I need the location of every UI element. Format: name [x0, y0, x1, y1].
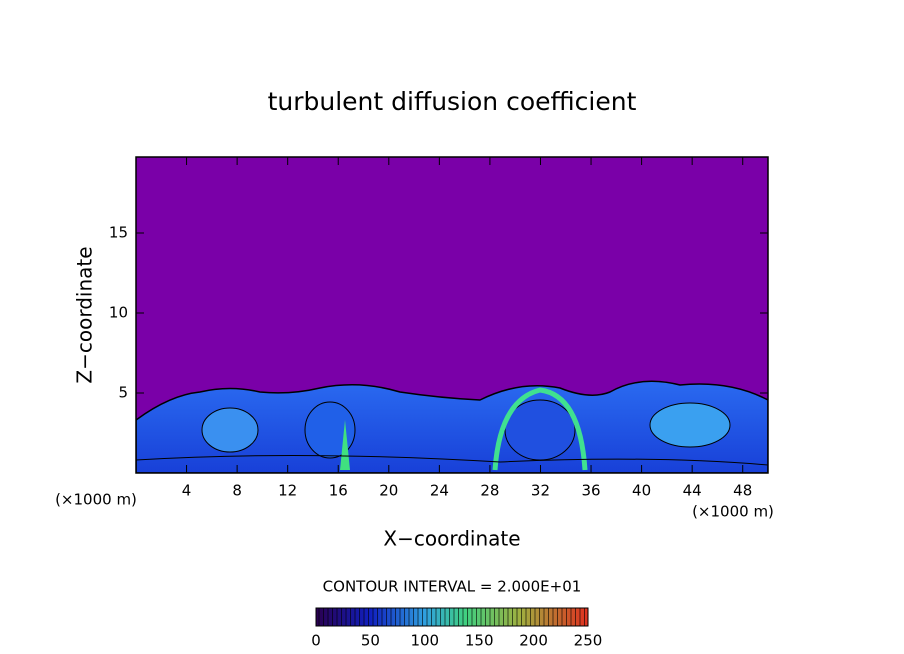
x-tick-label: 16 [329, 482, 348, 500]
x-tick-label: 8 [232, 482, 242, 500]
y-tick-label: 15 [109, 224, 128, 242]
x-unit-label: (×1000 m) [55, 491, 137, 509]
colorbar-tick-label: 100 [410, 632, 439, 650]
colorbar [315, 607, 589, 627]
x-tick-label: 4 [182, 482, 192, 500]
x-tick-label: 32 [531, 482, 550, 500]
x-tick-label: 44 [683, 482, 702, 500]
colorbar-tick-label: 0 [311, 632, 321, 650]
x-tick-label: 28 [480, 482, 499, 500]
colorbar-tick-label: 50 [361, 632, 380, 650]
chart-title: turbulent diffusion coefficient [268, 87, 637, 116]
x-axis-label: X−coordinate [383, 527, 520, 551]
x-unit-label: (×1000 m) [692, 503, 774, 521]
field [136, 157, 768, 473]
colorbar-label: CONTOUR INTERVAL = 2.000E+01 [323, 578, 582, 596]
y-tick-label: 5 [118, 384, 128, 402]
colorbar-tick-label: 200 [519, 632, 548, 650]
x-tick-label: 40 [632, 482, 651, 500]
colorbar-tick-label: 250 [574, 632, 603, 650]
x-tick-label: 48 [733, 482, 752, 500]
x-tick-label: 20 [379, 482, 398, 500]
y-axis-label: Z−coordinate [73, 246, 97, 383]
x-tick-label: 12 [278, 482, 297, 500]
colorbar-tick-label: 150 [465, 632, 494, 650]
plot-frame [135, 156, 769, 474]
y-tick-label: 10 [109, 304, 128, 322]
x-tick-label: 24 [430, 482, 449, 500]
x-tick-label: 36 [581, 482, 600, 500]
